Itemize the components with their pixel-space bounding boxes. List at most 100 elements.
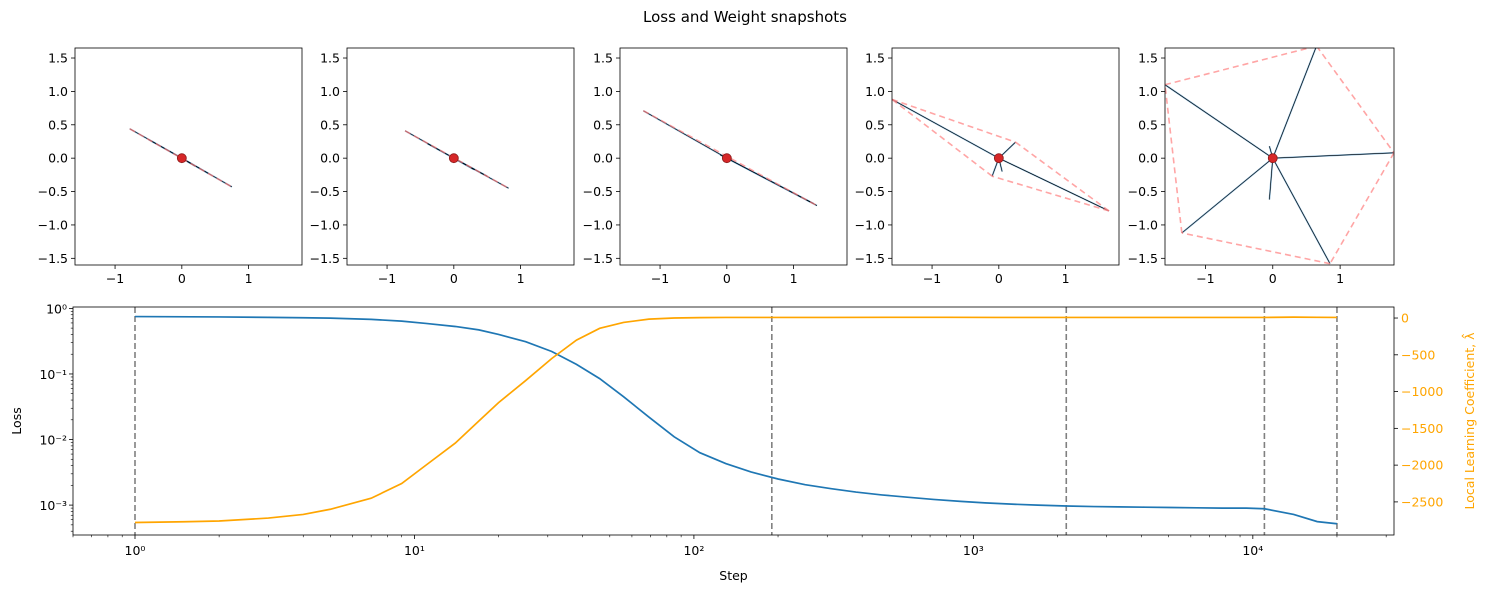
y-tick-label: 0.0 [865,151,885,166]
hull-segment-2 [1015,141,1110,212]
y-tick-label: 1.0 [593,84,613,99]
center-point [448,153,459,164]
snapshot-panels: −1 0 1 −1.5 −1.0 −0.5 0.0 0.5 1.0 1.5 −1 0 1 −1.5 −1.0… [38,47,1395,286]
hull-segment-3 [991,175,1110,212]
y-tick-label: −1.5 [583,251,613,266]
x-tick-label: 0 [178,271,186,286]
y-tick-label: −1.5 [855,251,885,266]
x-tick-label: 1 [790,271,798,286]
y-tick-label: 1.5 [865,51,885,66]
y-tick-label: −1.0 [1128,217,1158,232]
axes-frame [891,47,1120,266]
center-point [721,153,732,164]
x-tick-label: 1 [1062,271,1070,286]
snapshot-panel-3: −1 0 1 −1.5 −1.0 −0.5 0.0 0.5 1.0 1.5 [583,47,848,286]
x-tick-label: 1 [517,271,525,286]
y-right-tick-label: 0 [1401,311,1409,326]
y-tick-label: −1.0 [38,217,68,232]
snapshot-plot-area [892,98,1110,212]
x-tick-label: 0 [450,271,458,286]
weight-edge-7 [1269,158,1274,200]
y-tick-label: −0.5 [855,184,885,199]
x-tick-label: 10³ [963,543,984,558]
y-tick-label: 0.5 [865,117,885,132]
hull-segment-1 [892,98,1016,143]
y-right-tick-label: −500 [1401,347,1435,362]
weight-edge-4 [1272,158,1331,264]
y-left-tick-label: 10⁻¹ [39,367,67,382]
hull-segment-4 [1181,232,1331,265]
y-tick-label: −0.5 [1128,184,1158,199]
weight-edge-2 [1272,48,1317,159]
loss-llc-chart: 10⁰ 10¹ 10² 10³ 10⁴ 10⁻³ 10⁻² 10⁻¹ 10⁰ 0 −500 −1000… [9,301,1477,583]
x-tick-label: 10² [683,543,704,558]
axes-frame [619,47,848,266]
hull-segment-4 [892,98,993,177]
snapshot-panel-5: −1 0 1 −1.5 −1.0 −0.5 0.0 0.5 1.0 1.5 [1128,47,1395,286]
y-right-tick-label: −2000 [1401,458,1443,473]
snapshot-plot-area [404,130,509,189]
hull-segment-2 [1317,48,1394,154]
y-tick-label: 1.5 [1138,51,1158,66]
hull-segment-1 [1165,48,1312,86]
y-tick-label: 1.5 [48,51,68,66]
x-tick-label: −1 [923,271,941,286]
snapshot-plot-area [642,110,818,207]
y-tick-label: 0.5 [593,117,613,132]
center-point [1267,153,1278,164]
y-tick-label: −0.5 [310,184,340,199]
x-tick-label: 10⁴ [1242,543,1263,558]
series-llc-line [134,316,1337,524]
snapshot-plot-area [1165,48,1394,265]
y-tick-label: 1.5 [320,51,340,66]
axes-frame [346,47,575,266]
weight-edge-3 [1272,152,1394,159]
y-left-axis-label: Loss [9,407,24,434]
x-tick-label: 0 [995,271,1003,286]
y-tick-label: −1.0 [310,217,340,232]
hull-segment-3 [1329,152,1394,265]
y-tick-label: 1.0 [320,84,340,99]
y-tick-label: 0.0 [1138,151,1158,166]
y-tick-label: 1.0 [865,84,885,99]
weight-edge-1 [892,99,999,159]
y-tick-label: 1.5 [593,51,613,66]
x-tick-label: −1 [651,271,669,286]
x-tick-label: −1 [378,271,396,286]
y-tick-label: 0.0 [593,151,613,166]
weight-edge-5 [1181,157,1273,234]
x-tick-label: 1 [245,271,253,286]
series-loss-line [134,315,1338,525]
y-tick-label: −1.5 [1128,251,1158,266]
center-point [176,153,187,164]
y-tick-label: −1.0 [583,217,613,232]
y-right-tick-label: −1000 [1401,384,1443,399]
x-tick-label: 0 [1269,271,1277,286]
y-tick-label: 0.5 [48,117,68,132]
snapshot-panel-4: −1 0 1 −1.5 −1.0 −0.5 0.0 0.5 1.0 1.5 [855,47,1120,286]
axes-frame [1164,47,1395,266]
hull-segment-1 [642,110,818,207]
y-tick-label: 0.0 [320,151,340,166]
y-tick-label: −1.5 [310,251,340,266]
weight-edge-1 [1165,84,1273,159]
y-right-tick-label: −2500 [1401,494,1443,509]
y-tick-label: −1.0 [855,217,885,232]
y-left-tick-label: 10⁻³ [39,498,67,513]
y-tick-label: 0.5 [320,117,340,132]
x-tick-label: 10¹ [404,543,425,558]
axes-frame [74,47,303,266]
y-tick-label: −1.5 [38,251,68,266]
axes-frame [72,306,1395,536]
y-left-tick-label: 10⁰ [46,301,67,316]
center-point [993,153,1004,164]
x-tick-label: −1 [106,271,124,286]
snapshot-panel-2: −1 0 1 −1.5 −1.0 −0.5 0.0 0.5 1.0 1.5 [310,47,575,286]
y-right-axis-label: Local Learning Coefficient, λ̂ [1461,332,1477,510]
x-axis-label: Step [719,568,748,583]
snapshot-plot-area [129,128,233,188]
x-tick-label: 10⁰ [125,543,146,558]
figure-title: Loss and Weight snapshots [643,8,847,26]
y-tick-label: 0.5 [1138,117,1158,132]
